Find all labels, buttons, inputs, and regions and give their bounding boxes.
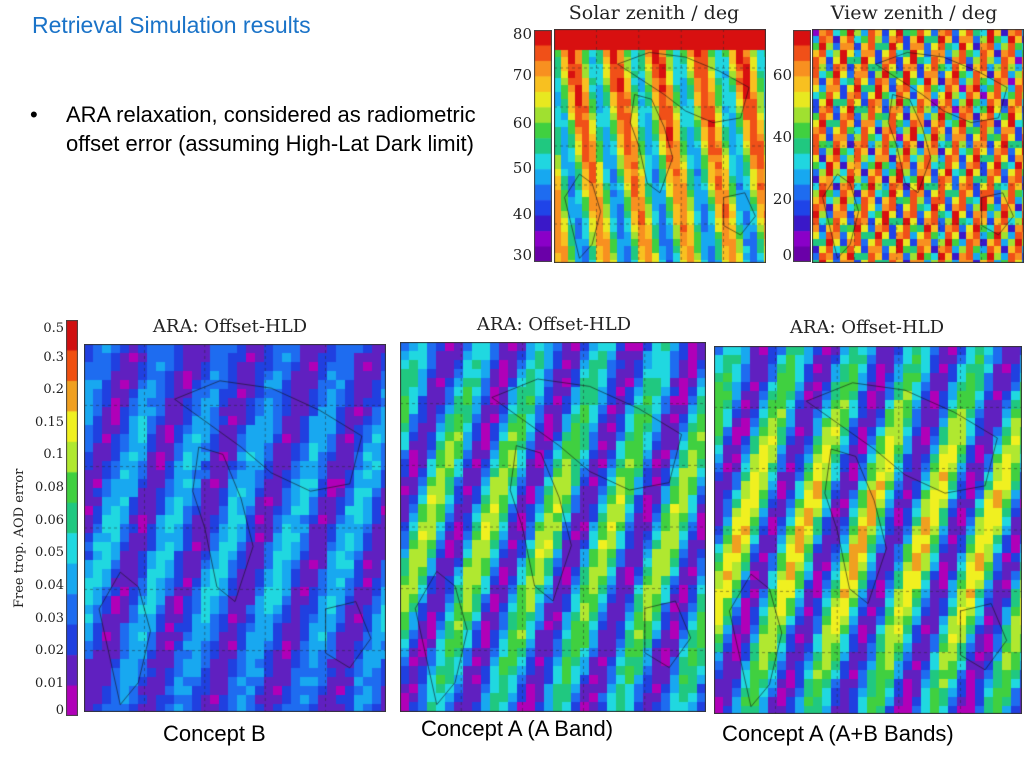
view-zenith-panel: View zenith / deg 60 40 20 0 [766, 0, 1024, 265]
solar-zenith-panel: Solar zenith / deg 80 70 60 50 40 30 [504, 0, 766, 265]
slide-title: Retrieval Simulation results [32, 12, 311, 38]
colorbar-tick: 0.01 [35, 676, 64, 691]
concept-ab-title: ARA: Offset-HLD [789, 317, 945, 338]
colorbar-tick: 30 [512, 246, 532, 264]
colorbar-tick: 40 [772, 128, 792, 146]
view-zenith-title: View zenith / deg [830, 2, 998, 24]
colorbar-tick: 20 [772, 190, 792, 208]
view-zenith-colorbar [793, 30, 811, 262]
aod-error-colorbar [66, 320, 78, 716]
concept-b-panel: Free trop. AOD error 0.5 0.3 0.2 0.15 0.… [0, 300, 398, 740]
concept-b-caption: Concept B [163, 721, 266, 746]
colorbar-tick: 80 [512, 25, 532, 43]
bullet-text: ARA relaxation, considered as radiometri… [66, 102, 476, 156]
colorbar-tick: 0.2 [43, 382, 64, 397]
colorbar-tick: 0.02 [35, 643, 64, 658]
concept-ab-caption: Concept A (A+B Bands) [722, 721, 954, 746]
concept-b-title: ARA: Offset-HLD [152, 316, 308, 337]
colorbar-tick: 0 [782, 246, 792, 264]
solar-zenith-title: Solar zenith / deg [568, 2, 740, 24]
colorbar-tick: 50 [512, 159, 532, 177]
concept-a-caption: Concept A (A Band) [421, 716, 614, 741]
concept-a-map [400, 342, 706, 712]
colorbar-tick: 70 [512, 66, 532, 84]
bullet-symbol: • [30, 102, 38, 127]
colorbar-tick: 60 [512, 114, 532, 132]
colorbar-tick: 0.04 [35, 578, 64, 593]
concept-b-map [84, 344, 386, 712]
concept-a-title: ARA: Offset-HLD [476, 314, 632, 335]
colorbar-tick: 0.08 [35, 480, 64, 495]
colorbar-tick: 0.1 [43, 447, 64, 462]
solar-zenith-colorbar [534, 30, 552, 262]
colorbar-tick: 60 [772, 66, 792, 84]
colorbar-tick: 0.15 [35, 415, 64, 430]
colorbar-tick: 40 [512, 205, 532, 223]
solar-zenith-map [554, 29, 766, 263]
concept-ab-panel: ARA: Offset-HLD [712, 300, 1024, 720]
colorbar-tick: 0.3 [43, 350, 64, 365]
view-zenith-map [812, 29, 1024, 263]
concept-a-panel: ARA: Offset-HLD [399, 300, 709, 720]
colorbar-tick: 0.06 [35, 513, 64, 528]
colorbar-tick: 0.5 [43, 321, 64, 336]
colorbar-tick: 0.05 [35, 545, 64, 560]
colorbar-tick: 0.03 [35, 611, 64, 626]
colorbar-tick: 0 [55, 703, 64, 718]
concept-ab-map [714, 346, 1022, 714]
